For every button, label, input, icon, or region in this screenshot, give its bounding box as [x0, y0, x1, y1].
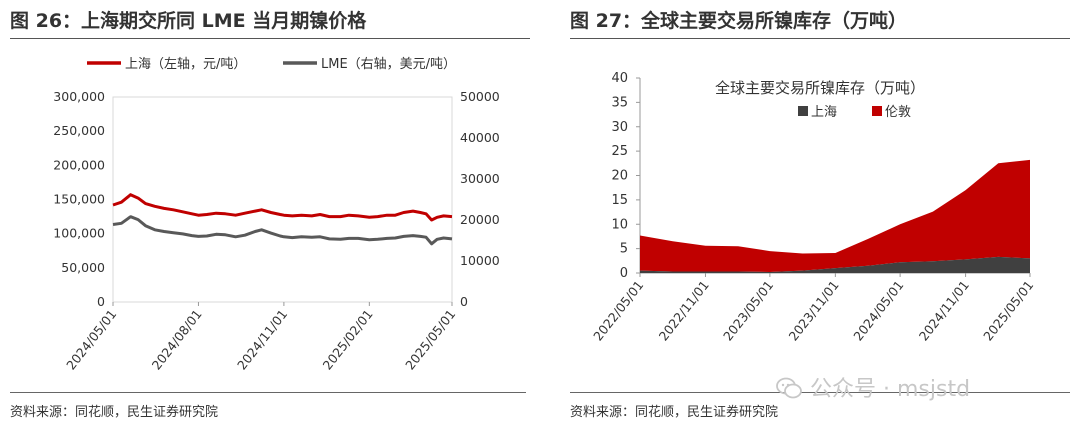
left-title-rule: [10, 38, 530, 39]
legend-label: LME（右轴，美元/吨）: [321, 57, 456, 72]
legend-label: 伦敦: [885, 104, 911, 120]
plot-frame: [112, 96, 453, 303]
legend-swatch: [798, 106, 808, 116]
london-inventory-area: [640, 159, 1030, 272]
legend-label: 上海: [811, 105, 837, 120]
left-figure-title: 图 26：上海期交所同 LME 当月期镍价格: [10, 10, 367, 32]
shanghai-inventory-area: [640, 256, 1030, 273]
x-axis-tick-label: 2022/05/01: [590, 278, 646, 344]
left-axis-tick-label: 100,000: [53, 226, 105, 241]
right-axis-tick-label: 0: [460, 294, 468, 309]
legend-swatch: [872, 106, 882, 116]
right-figure-title: 图 27：全球主要交易所镍库存（万吨）: [570, 10, 908, 32]
watermark-text: 公众号 · msjstd: [810, 377, 971, 402]
right-title-rule: [570, 38, 1070, 39]
y-axis-tick-label: 20: [611, 169, 628, 184]
y-axis-tick-label: 25: [611, 144, 628, 159]
x-axis-tick-label: 2024/11/01: [916, 278, 972, 344]
x-axis-tick-label: 2024/08/01: [149, 307, 205, 373]
chart-inner-title: 全球主要交易所镍库存（万吨）: [715, 79, 925, 97]
x-axis-tick-label: 2025/05/01: [980, 278, 1036, 344]
left-axis-tick-label: 250,000: [53, 123, 105, 138]
y-axis-tick-label: 35: [611, 95, 628, 110]
y-axis-tick-label: 0: [620, 266, 628, 281]
y-axis-tick-label: 30: [611, 120, 628, 135]
right-axis-tick-label: 10000: [460, 253, 500, 268]
left-axis-tick-label: 0: [97, 294, 105, 309]
shanghai-price-line: [112, 193, 453, 222]
y-axis-tick-label: 10: [611, 217, 628, 232]
right-axis-tick-label: 40000: [460, 130, 500, 145]
left-axis-tick-label: 150,000: [53, 192, 105, 207]
legend-label: 上海（左轴，元/吨）: [125, 57, 246, 72]
x-axis-tick-label: 2022/11/01: [656, 278, 712, 344]
right-axis-tick-label: 50000: [460, 89, 500, 104]
y-axis-tick-label: 5: [620, 242, 628, 257]
lme-price-line: [112, 215, 453, 246]
x-axis-tick-label: 2025/05/01: [402, 307, 458, 373]
left-axis-tick-label: 300,000: [53, 89, 105, 104]
wechat-icon: [776, 377, 802, 399]
x-axis-tick-label: 2024/05/01: [850, 278, 906, 344]
y-axis-tick-label: 15: [611, 193, 628, 208]
right-axis-tick-label: 30000: [460, 171, 500, 186]
x-axis-tick-label: 2024/11/01: [234, 307, 290, 373]
left-axis-tick-label: 200,000: [53, 157, 105, 172]
left-chart-svg: 300,000 250,000 200,000 150,000 100,000 50,00…: [53, 57, 500, 373]
x-axis-tick-label: 2024/05/01: [63, 307, 119, 373]
left-source-note: 资料来源：同花顺，民生证券研究院: [10, 405, 219, 420]
left-axis-tick-label: 50,000: [61, 260, 105, 275]
right-bottom-rule: [570, 392, 1070, 393]
right-figure-panel: 图 27：全球主要交易所镍库存（万吨） 40 35 30 25 20 15 10 5 0 2022…: [560, 0, 1080, 435]
x-axis-tick-label: 2025/02/01: [320, 307, 376, 373]
x-axis-tick-label: 2023/05/01: [720, 278, 776, 344]
watermark: 公众号 · msjstd: [775, 371, 970, 403]
x-axis-tick-label: 2023/11/01: [786, 278, 842, 344]
left-figure-panel: 图 26：上海期交所同 LME 当月期镍价格 300,000 250,000 200…: [0, 0, 536, 435]
left-bottom-rule: [10, 392, 526, 393]
right-source-note: 资料来源：同花顺，民生证券研究院: [570, 405, 779, 420]
right-axis-tick-label: 20000: [460, 212, 500, 227]
y-axis-tick-label: 40: [611, 71, 628, 86]
